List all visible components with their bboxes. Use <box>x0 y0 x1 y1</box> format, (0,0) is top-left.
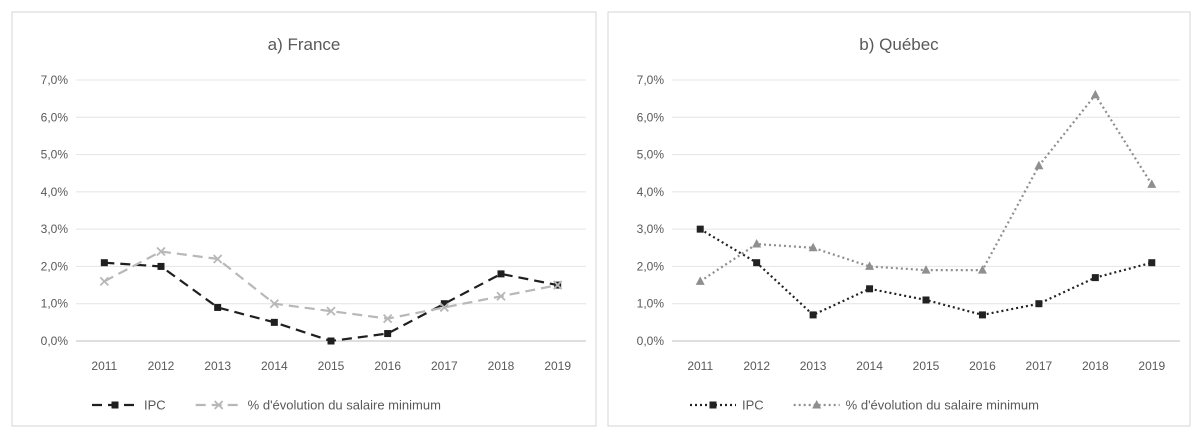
data-point <box>1091 274 1099 282</box>
x-tick-label: 2017 <box>1026 359 1053 373</box>
data-point <box>808 242 818 252</box>
data-point <box>384 330 392 338</box>
x-tick-label: 2017 <box>431 359 458 373</box>
data-point <box>326 306 336 316</box>
y-tick-label: 7,0% <box>41 73 69 87</box>
data-point <box>157 262 165 270</box>
x-tick-label: 2019 <box>544 359 571 373</box>
x-tick-label: 2015 <box>913 359 940 373</box>
data-point <box>809 311 817 319</box>
y-tick-label: 5,0% <box>637 148 665 162</box>
chart-panel-france: a) France 0,0% 1,0% 2,0% 3,0% 4,0% 5,0% 6,0% 7,… <box>11 11 597 427</box>
y-tick-label: 7,0% <box>637 73 665 87</box>
y-tick-label: 4,0% <box>41 185 69 199</box>
data-point <box>100 259 108 267</box>
x-tick-label: 2018 <box>1082 359 1109 373</box>
data-point <box>383 313 393 324</box>
legend-swatch-marker <box>111 401 119 409</box>
data-point <box>922 296 930 304</box>
x-tick-label: 2012 <box>148 359 175 373</box>
data-point <box>1035 300 1043 308</box>
data-point <box>269 299 279 309</box>
data-point <box>977 265 987 274</box>
x-tick-label: 2014 <box>856 359 883 373</box>
legend-label: IPC <box>742 398 764 413</box>
data-point <box>327 337 335 345</box>
data-point <box>553 280 563 290</box>
data-point <box>978 311 986 319</box>
data-point <box>752 239 762 248</box>
x-tick-label: 2015 <box>318 359 345 373</box>
data-point <box>921 265 931 274</box>
data-point <box>696 225 704 233</box>
series-line <box>699 228 1153 317</box>
legend-swatch-marker <box>214 400 224 410</box>
data-point <box>270 318 278 326</box>
legend-label: % d'évolution du salaire minimum <box>846 398 1039 413</box>
legend-swatch-marker <box>812 400 822 409</box>
data-point <box>496 291 506 301</box>
data-point <box>214 303 222 311</box>
y-tick-label: 2,0% <box>637 259 665 273</box>
y-tick-label: 5,0% <box>41 148 69 162</box>
x-tick-label: 2018 <box>488 359 515 373</box>
data-point <box>497 270 505 278</box>
data-point <box>213 254 223 264</box>
y-tick-label: 0,0% <box>41 334 69 348</box>
x-tick-label: 2013 <box>800 359 827 373</box>
y-tick-label: 0,0% <box>637 334 665 348</box>
plot-area: 0,0% 1,0% 2,0% 3,0% 4,0% 5,0% 6,0% 7,0% 2011 2012… <box>637 73 1180 413</box>
data-point <box>1148 259 1156 267</box>
chart-title: a) France <box>268 35 341 54</box>
y-tick-label: 1,0% <box>41 297 69 311</box>
data-point <box>1034 160 1044 170</box>
x-tick-label: 2013 <box>204 359 231 373</box>
data-point <box>866 285 874 293</box>
y-tick-label: 2,0% <box>41 259 69 273</box>
y-tick-label: 6,0% <box>637 110 665 124</box>
x-tick-label: 2011 <box>687 359 713 373</box>
data-point <box>439 302 449 313</box>
x-tick-label: 2019 <box>1138 359 1165 373</box>
x-tick-label: 2012 <box>743 359 770 373</box>
data-point <box>1090 89 1100 99</box>
y-tick-label: 3,0% <box>41 222 69 236</box>
y-tick-label: 6,0% <box>41 110 69 124</box>
data-point <box>156 246 166 257</box>
y-tick-label: 4,0% <box>637 185 665 199</box>
x-tick-label: 2016 <box>374 359 401 373</box>
data-point <box>440 300 448 308</box>
data-point <box>99 276 109 286</box>
x-tick-label: 2014 <box>261 359 288 373</box>
y-tick-label: 1,0% <box>637 297 665 311</box>
data-point <box>1147 179 1157 188</box>
chart-panel-border <box>11 11 597 427</box>
legend-label: IPC <box>144 398 166 413</box>
series-line <box>103 250 558 320</box>
chart-panel-border <box>607 11 1191 427</box>
x-tick-label: 2016 <box>969 359 996 373</box>
chart-title: b) Québec <box>859 35 939 54</box>
x-tick-label: 2011 <box>91 359 117 373</box>
legend-swatch-marker <box>709 401 717 409</box>
chart-panel-quebec: b) Québec 0,0% 1,0% 2,0% 3,0% 4,0% 5,0% 6,0% 7,… <box>607 11 1191 427</box>
data-point <box>753 259 761 267</box>
data-point <box>865 261 875 270</box>
plot-area: 0,0% 1,0% 2,0% 3,0% 4,0% 5,0% 6,0% 7,0% 2011 2012… <box>41 73 586 413</box>
legend-label: % d'évolution du salaire minimum <box>248 398 441 413</box>
y-tick-label: 3,0% <box>637 222 665 236</box>
data-point <box>695 276 705 285</box>
